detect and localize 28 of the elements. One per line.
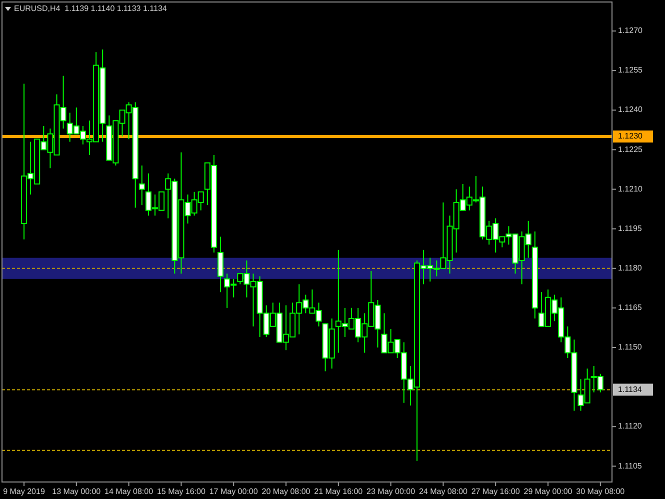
x-tick-label: 15 May 16:00 (156, 487, 206, 496)
x-tick-label: 17 May 00:00 (209, 487, 258, 496)
candlestick (218, 236, 224, 293)
candlestick (138, 165, 145, 206)
y-tick-label: 1.1210 (618, 184, 644, 194)
ref-line-label: 1.1134 (618, 384, 642, 394)
x-tick-label: 14 May 08:00 (104, 487, 154, 496)
y-tick-label: 1.1165 (618, 303, 642, 312)
y-tick-label: 1.1225 (618, 144, 644, 154)
ref-line-label: 1.1230 (618, 132, 644, 141)
x-tick-label: 30 May 08:00 (576, 487, 626, 496)
x-tick-label: 24 May 08:00 (418, 487, 468, 496)
y-tick-label: 1.1150 (618, 342, 642, 352)
y-tick-label: 1.1180 (618, 263, 642, 272)
x-tick-label: 27 May 16:00 (471, 487, 520, 496)
y-tick-label: 1.1120 (618, 422, 642, 431)
y-tick-label: 1.1270 (618, 26, 644, 36)
y-tick-label: 1.1105 (618, 461, 642, 470)
y-tick-label: 1.1195 (618, 224, 642, 233)
x-tick-label: 21 May 16:00 (314, 487, 364, 496)
chart-title: EURUSD,H4 1.1139 1.1140 1.1133 1.1134 (14, 4, 168, 13)
x-tick-label: 20 May 08:00 (262, 487, 311, 496)
x-tick-label: 13 May 00:00 (52, 487, 102, 496)
y-tick-label: 1.1240 (618, 105, 644, 114)
y-tick-label: 1.1255 (618, 66, 644, 75)
x-tick-label: 29 May 00:00 (524, 487, 573, 496)
x-tick-label: 23 May 00:00 (366, 487, 416, 496)
x-tick-label: 9 May 2019 (3, 487, 46, 496)
